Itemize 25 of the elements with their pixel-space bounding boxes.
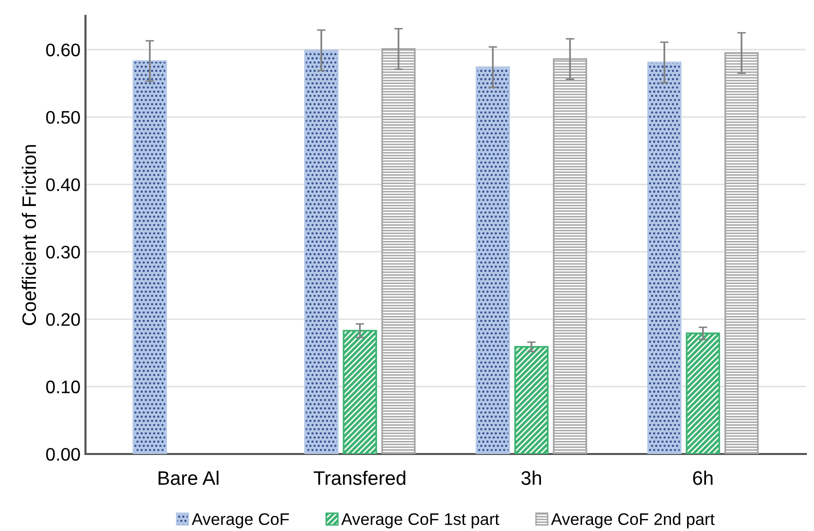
bar bbox=[381, 48, 416, 454]
y-tick-label: 0.60 bbox=[46, 44, 80, 56]
legend-label: Average CoF 1st part bbox=[341, 513, 500, 528]
bar bbox=[342, 330, 378, 454]
bar bbox=[647, 62, 682, 454]
x-tick-label: Transfered bbox=[314, 470, 406, 485]
x-tick-label: 3h bbox=[521, 470, 541, 485]
bar bbox=[552, 58, 588, 454]
y-tick-label: 0.50 bbox=[46, 110, 80, 124]
bar bbox=[686, 332, 720, 454]
legend-label: Average CoF 2nd part bbox=[551, 512, 715, 528]
legend-label: Average CoF bbox=[192, 513, 289, 528]
bar bbox=[476, 66, 510, 454]
x-tick-label: Bare Al bbox=[158, 470, 218, 485]
bar bbox=[304, 49, 338, 454]
y-tick-label: 0.00 bbox=[46, 448, 80, 461]
y-tick-label: 0.20 bbox=[46, 313, 80, 326]
bar bbox=[132, 60, 167, 454]
x-tick-label: 6h bbox=[693, 470, 712, 485]
y-axis-title: Coefficient of Friction bbox=[22, 145, 36, 326]
y-tick-label: 0.30 bbox=[46, 246, 80, 259]
y-tick-label: 0.40 bbox=[46, 178, 80, 192]
bar bbox=[724, 52, 759, 454]
y-tick-label: 0.10 bbox=[46, 380, 80, 394]
bar bbox=[514, 346, 549, 454]
